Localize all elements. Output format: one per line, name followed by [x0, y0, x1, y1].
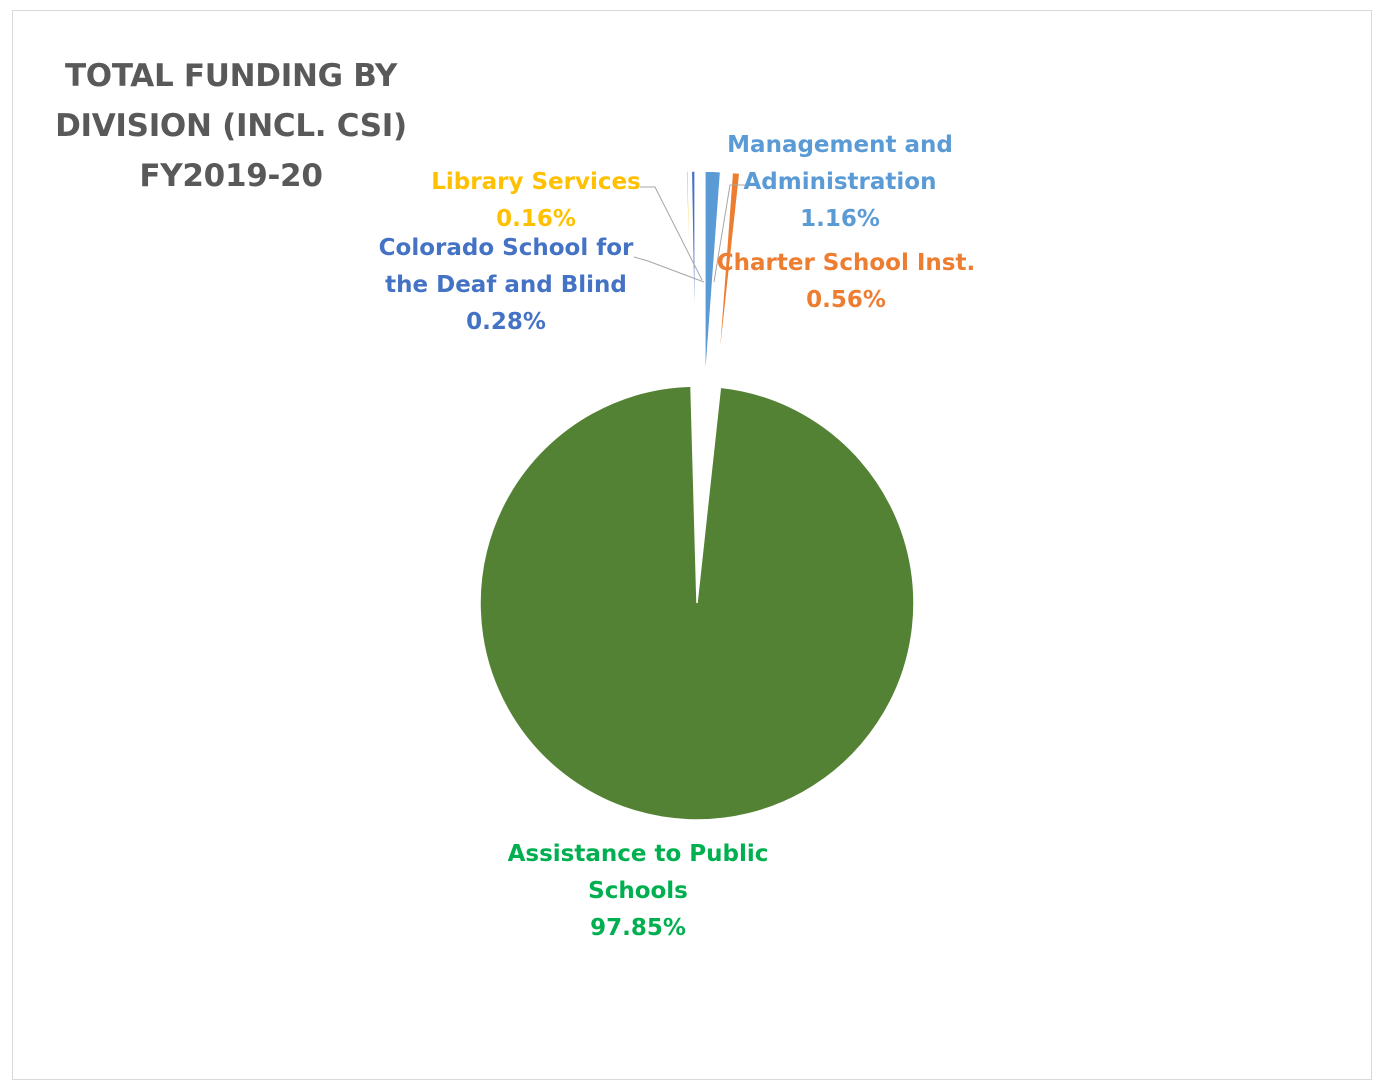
- chart-title: TOTAL FUNDING BY DIVISION (INCL. CSI) FY…: [31, 51, 431, 201]
- chart-title-line-2: DIVISION (INCL. CSI): [55, 108, 407, 144]
- pie-slice-4: [690, 170, 696, 389]
- data-labels: Management and Administration 1.16% Charter…: [379, 132, 976, 941]
- pie-slice-0: [704, 170, 722, 389]
- slice-percent-label-2: 97.85%: [590, 915, 686, 941]
- chart-title-line-3: FY2019-20: [139, 158, 323, 194]
- slice-category-label-2-1: Schools: [588, 878, 688, 904]
- slice-category-label-0-1: Administration: [744, 169, 937, 195]
- chart-title-line-1: TOTAL FUNDING BY: [64, 58, 398, 94]
- slice-category-label-3-0: Library Services: [431, 169, 641, 195]
- slice-percent-label-3: 0.16%: [496, 206, 576, 232]
- slice-percent-label-0: 1.16%: [800, 206, 880, 232]
- slice-percent-label-4: 0.28%: [466, 309, 546, 335]
- leader-lines: [633, 184, 745, 283]
- pie-slices: [479, 170, 915, 821]
- pie-slice-3: [685, 170, 693, 389]
- leader-line-3: [640, 186, 703, 281]
- slice-category-label-2-0: Assistance to Public: [508, 841, 769, 867]
- slice-percent-label-1: 0.56%: [806, 287, 886, 313]
- slice-category-label-0-0: Management and: [727, 132, 953, 158]
- slice-category-label-1-0: Charter School Inst.: [717, 250, 975, 276]
- pie-slice-2: [479, 385, 915, 821]
- leader-line-4: [633, 256, 705, 283]
- pie-slice-1: [715, 171, 741, 389]
- slice-category-label-4-1: the Deaf and Blind: [385, 272, 627, 298]
- leader-line-0: [713, 184, 745, 283]
- slice-category-label-4-0: Colorado School for: [379, 235, 634, 261]
